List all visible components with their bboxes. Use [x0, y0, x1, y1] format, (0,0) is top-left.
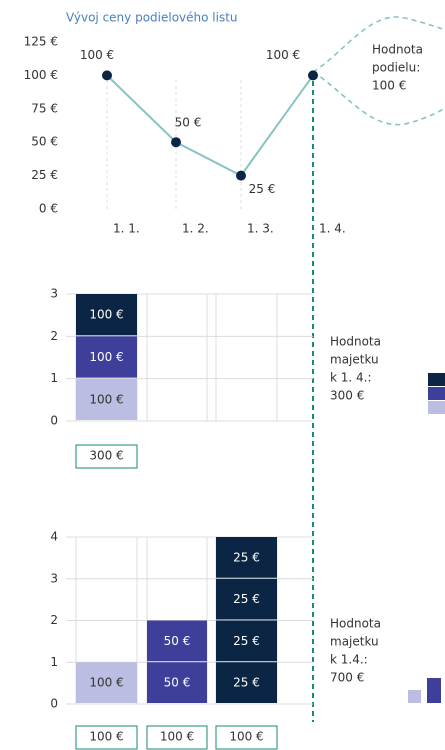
annotation: Hodnota: [330, 335, 381, 349]
y-tick-label: 0: [50, 697, 58, 711]
bar-segment: [216, 537, 277, 578]
annotation: Hodnota: [330, 617, 381, 631]
legend-icon: [427, 678, 441, 703]
data-point: [171, 137, 181, 148]
bar-segment: [76, 294, 137, 336]
bar-segment: [76, 336, 137, 378]
legend-icon: [428, 373, 445, 386]
annotation-bubble: [312, 16, 445, 126]
data-label: 100 €: [266, 48, 300, 62]
data-label: 100 €: [80, 48, 114, 62]
total-label: 100 €: [229, 730, 263, 744]
y-tick-label: 75 €: [31, 101, 58, 115]
annotation: majetku: [330, 353, 379, 367]
data-label: 100 €: [89, 392, 123, 406]
annotation: 100 €: [372, 79, 406, 93]
total-box: [146, 725, 208, 750]
annotation: majetku: [330, 635, 379, 649]
data-label: 25 €: [233, 592, 260, 606]
data-label: 25 €: [233, 676, 260, 690]
x-tick-label: 1. 4.: [319, 222, 346, 236]
legend-icon: [408, 690, 421, 703]
bar-segment: [76, 662, 137, 703]
bar-segment: [147, 620, 207, 662]
data-label: 25 €: [233, 550, 260, 564]
legend-icon: [428, 401, 445, 414]
y-tick-label: 100 €: [24, 68, 58, 82]
y-tick-label: 2: [50, 613, 58, 627]
y-tick-label: 0 €: [39, 202, 58, 216]
y-tick-label: 1: [50, 371, 58, 385]
data-point: [102, 70, 112, 81]
total-box: [75, 444, 138, 469]
bar-segment: [76, 378, 137, 420]
legend-icon: [428, 387, 445, 400]
data-point: [308, 70, 318, 81]
y-tick-label: 4: [50, 530, 58, 544]
data-point: [236, 170, 246, 181]
data-label: 100 €: [89, 308, 123, 322]
data-label: 25 €: [233, 634, 260, 648]
total-label: 100 €: [160, 730, 194, 744]
chart-title: Vývoj ceny podielového listu: [66, 11, 238, 25]
y-tick-label: 50 €: [31, 135, 58, 149]
bar-segment: [216, 620, 277, 662]
y-tick-label: 2: [50, 329, 58, 343]
y-tick-label: 1: [50, 655, 58, 669]
bar-segment: [216, 662, 277, 703]
annotation: k 1.4.:: [330, 653, 368, 667]
total-label: 100 €: [89, 730, 123, 744]
y-tick-label: 25 €: [31, 168, 58, 182]
data-label: 50 €: [175, 116, 202, 130]
x-tick-label: 1. 3.: [247, 222, 274, 236]
total-box: [215, 725, 278, 750]
annotation: podielu:: [372, 61, 420, 75]
y-tick-label: 3: [50, 571, 58, 585]
total-label: 300 €: [89, 449, 123, 463]
x-tick-label: 1. 1.: [113, 222, 140, 236]
y-tick-label: 3: [50, 287, 58, 301]
y-tick-label: 125 €: [24, 35, 58, 49]
data-label: 50 €: [164, 676, 191, 690]
annotation: k 1. 4.:: [330, 371, 372, 385]
y-tick-label: 0: [50, 414, 58, 428]
data-label: 100 €: [89, 676, 123, 690]
data-label: 50 €: [164, 634, 191, 648]
x-tick-label: 1. 2.: [182, 222, 209, 236]
annotation: 700 €: [330, 671, 364, 685]
bar-segment: [147, 662, 207, 703]
data-label: 100 €: [89, 350, 123, 364]
annotation: 300 €: [330, 389, 364, 403]
total-box: [75, 725, 138, 750]
bar-segment: [216, 578, 277, 620]
annotation: Hodnota: [372, 43, 423, 57]
data-label: 25 €: [249, 182, 276, 196]
line-series: [106, 74, 314, 177]
